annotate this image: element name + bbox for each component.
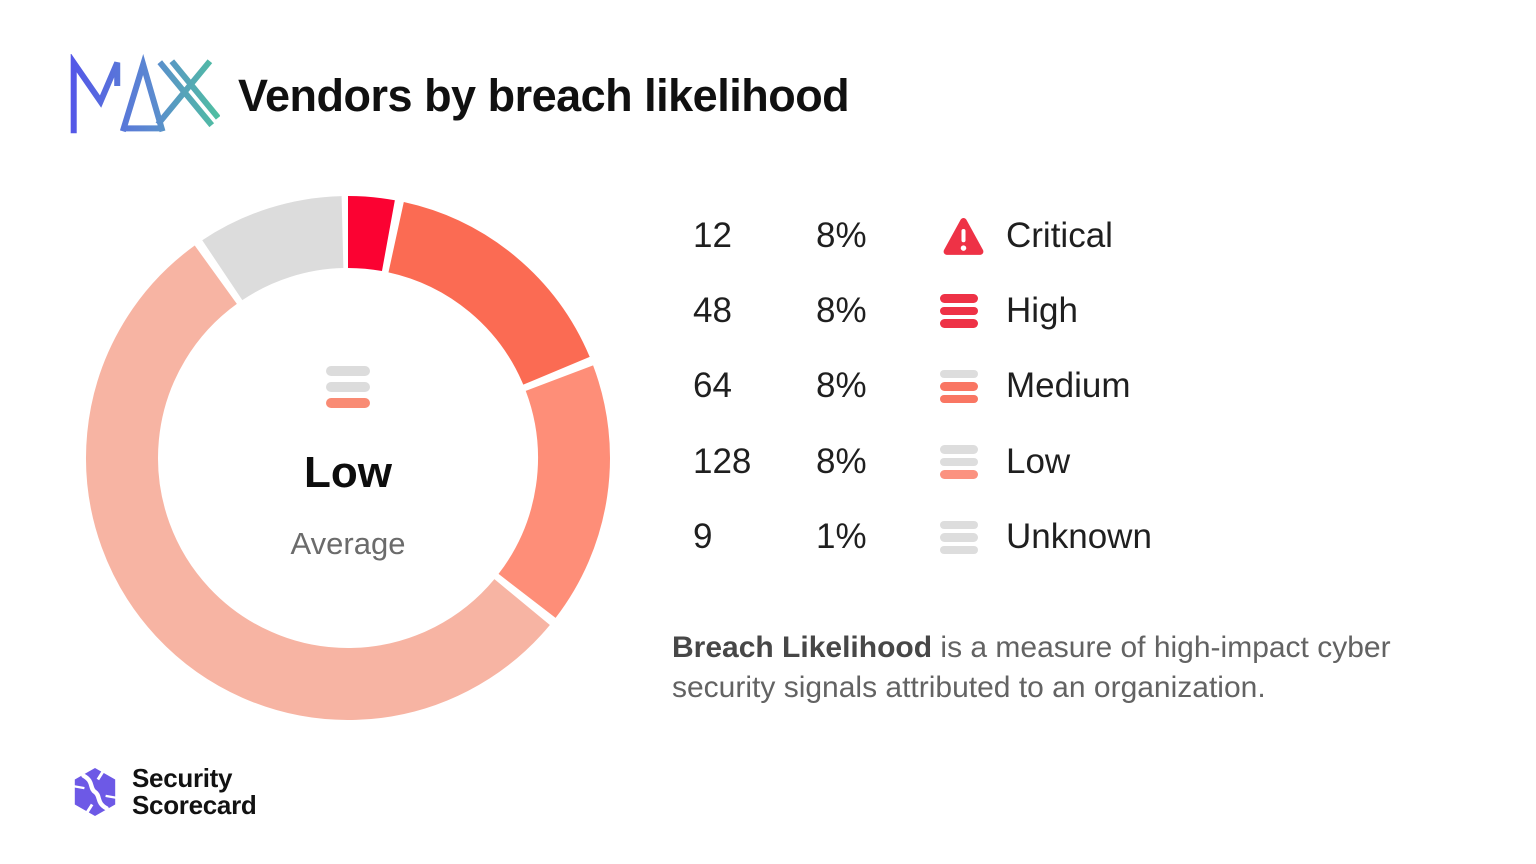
severity-bar (940, 533, 978, 542)
donut-segment-low (86, 245, 550, 720)
severity-medium-icon (940, 369, 1006, 404)
legend-label: High (1006, 291, 1078, 331)
severity-bar (940, 520, 978, 529)
severity-low-icon (940, 445, 1006, 479)
legend-row-critical: 12 8% Critical (693, 198, 1152, 273)
severity-bar (940, 457, 978, 467)
legend-label: Low (1006, 441, 1071, 481)
description-body: is a measure of high-impact cyber securi… (672, 631, 1391, 704)
max-logo (70, 54, 220, 134)
severity-bar (940, 294, 978, 303)
legend-label: Medium (1006, 366, 1131, 406)
severity-high-icon (940, 294, 1006, 328)
donut-segment-unknown (202, 196, 345, 301)
alert-triangle-icon (940, 214, 1006, 258)
securityscorecard-logo-icon (73, 767, 117, 817)
severity-bar (326, 398, 370, 408)
severity-bar (940, 319, 978, 328)
donut-center-value: Low (304, 448, 392, 497)
legend-label: Unknown (1006, 517, 1152, 557)
legend: 12 8% Critical 48 8% High 64 8% (693, 198, 1152, 575)
donut-segment-critical (347, 196, 395, 272)
legend-row-low: 128 8% Low (693, 424, 1152, 499)
header: Vendors by breach likelihood (70, 54, 850, 138)
legend-count: 64 (693, 366, 732, 406)
page-title: Vendors by breach likelihood (238, 70, 850, 121)
donut-segment-high (387, 202, 590, 386)
breach-likelihood-donut-chart: Low Average (78, 188, 618, 728)
severity-bar (940, 306, 978, 316)
donut-center: Low Average (78, 188, 618, 728)
securityscorecard-logo-text: Security Scorecard (132, 763, 257, 820)
description-text: Breach Likelihood is a measure of high-i… (672, 628, 1472, 708)
legend-percent: 8% (816, 215, 867, 255)
severity-bar (940, 369, 978, 379)
severity-bar (940, 445, 978, 454)
severity-bar (940, 470, 978, 479)
legend-percent: 8% (816, 366, 867, 406)
legend-count: 9 (693, 517, 713, 557)
description-term: Breach Likelihood (672, 631, 933, 664)
legend-row-medium: 64 8% Medium (693, 349, 1152, 424)
severity-bar (326, 382, 370, 392)
legend-percent: 1% (816, 517, 867, 557)
legend-row-high: 48 8% High (693, 273, 1152, 348)
legend-count: 128 (693, 441, 752, 481)
securityscorecard-brand: Security Scorecard (70, 763, 257, 820)
severity-bar (326, 366, 370, 376)
donut-segment-medium (498, 365, 610, 618)
severity-low-icon (326, 366, 370, 408)
legend-count: 48 (693, 291, 732, 331)
severity-bar (940, 545, 978, 554)
donut-center-sublabel: Average (290, 526, 406, 561)
severity-bar (940, 394, 978, 404)
severity-unknown-icon (940, 520, 1006, 554)
legend-row-unknown: 9 1% Unknown (693, 500, 1152, 575)
donut-rings (86, 196, 610, 720)
legend-percent: 8% (816, 441, 867, 481)
severity-bar (940, 382, 978, 391)
legend-percent: 8% (816, 291, 867, 331)
legend-count: 12 (693, 215, 732, 255)
legend-label: Critical (1006, 215, 1113, 255)
